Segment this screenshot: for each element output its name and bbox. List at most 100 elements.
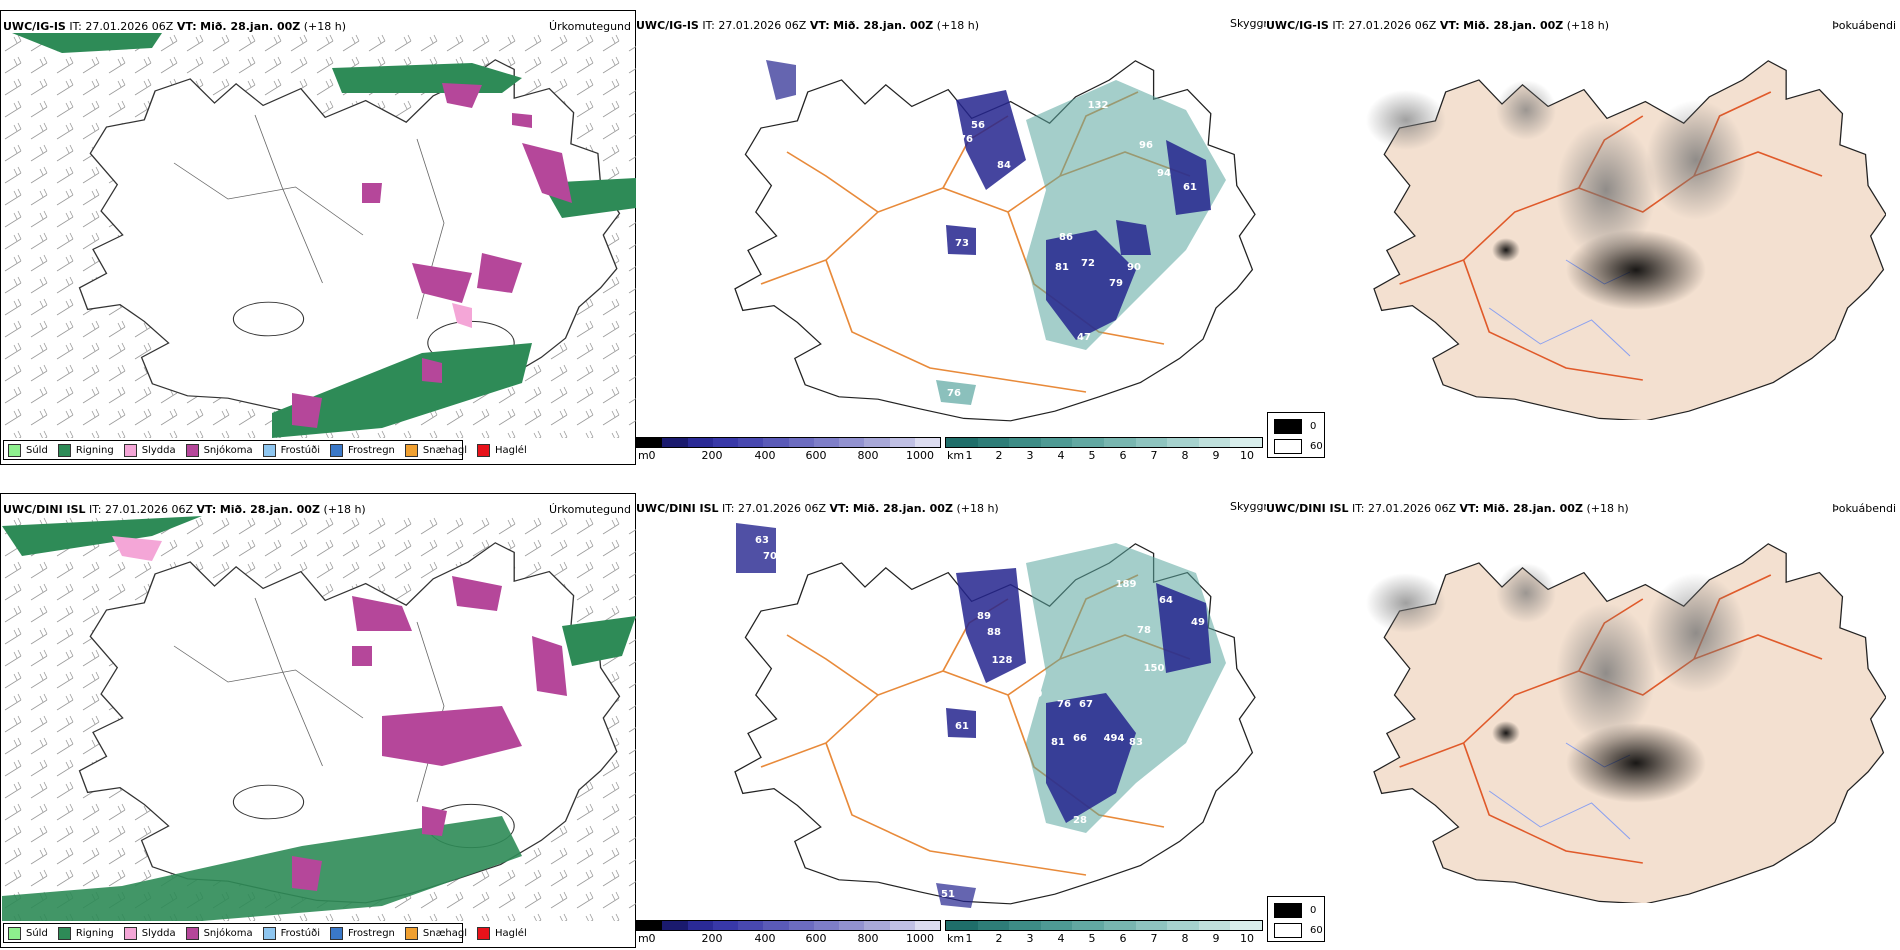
valid-time-label: VT: [829,502,850,515]
vis-color-step [946,438,978,447]
vis-value: 94 [1157,168,1171,179]
vis-value: 89 [977,611,991,622]
vis-tick: 5 [1088,932,1096,945]
legend-item-hail: Haglél [477,926,527,940]
height-color-step [662,921,688,930]
height-color-step [738,438,764,447]
height-tick: 0 [648,932,656,945]
vis-value: 73 [955,238,969,249]
panel-header: UWC/DINI ISL IT: 27.01.2026 06Z VT: Mið.… [1266,502,1629,515]
vis-unit: km [947,449,965,462]
vis-color-step [1009,438,1041,447]
height-tick: 800 [857,932,879,945]
visibility-colorbar-ticks: km 1 2 3 4 5 6 7 8 9 10 [945,931,1263,945]
valid-time: Mið. 28.jan. 00Z [219,503,320,516]
height-color-step [687,438,713,447]
legend-item-snow: Snjókoma [185,926,253,940]
legend-swatch [477,926,491,940]
vis-tick: 3 [1026,449,1034,462]
vis-tick: 4 [1057,449,1065,462]
cloud-legend-row: 0 [1274,419,1316,434]
height-color-step [889,438,915,447]
init-time: IT: 27.01.2026 06Z [69,20,174,33]
vis-value: 76 [959,134,973,145]
legend-swatch [262,926,276,940]
precip-type-map [2,33,636,438]
height-color-step [788,438,814,447]
vis-tick: 9 [1212,932,1220,945]
legend-swatch [57,443,71,457]
height-tick: 1000 [906,449,934,462]
model-name: UWC/IG-IS [3,20,66,33]
height-tick: 1000 [906,932,934,945]
legend-swatch [8,443,21,457]
height-color-step [864,438,890,447]
legend-item-hail: Haglél [477,443,527,457]
height-unit: m [638,932,649,945]
fog-spot [1492,238,1520,262]
model-name: UWC/DINI ISL [1266,502,1349,515]
height-color-step [662,438,688,447]
panel-header: UWC/IG-IS IT: 27.01.2026 06Z VT: Mið. 28… [1266,19,1609,32]
vis-value: 84 [997,160,1011,171]
vis-tick: 8 [1181,932,1189,945]
height-color-step [763,921,789,930]
fog-panel-bottom: UWC/DINI ISL IT: 27.01.2026 06Z VT: Mið.… [1266,493,1900,948]
vis-color-step [1198,438,1231,447]
height-color-step [687,921,713,930]
visibility-values: 63 70 89 88 128 61 76 81 66 494 83 28 18… [755,535,1205,900]
legend-item-drizzle: Súld [8,443,48,457]
visibility-values: 56 76 84 137 73 86 81 72 90 79 47 132 96… [947,100,1197,399]
legend-item-sleet: Slydda [123,443,176,457]
vis-tick: 2 [995,449,1003,462]
legend-swatch [404,926,418,940]
legend-item-freezing-rain: Frostregn [330,926,395,940]
panel-title: Skyggni [1230,500,1274,513]
fog-spot [1492,721,1520,745]
vis-tick: 3 [1026,932,1034,945]
visibility-shading [766,60,1226,405]
precip-legend: Súld Rigning Slydda Snjókoma Frostúði Fr… [3,440,527,460]
vis-value: 79 [1109,278,1123,289]
vis-color-step [1135,921,1168,930]
visibility-colorbar-swatches [945,437,1263,448]
valid-time: Mið. 28.jan. 00Z [852,502,953,515]
height-tick: 400 [754,449,776,462]
height-color-step [712,921,738,930]
vis-value: 137 [998,187,1019,198]
model-name: UWC/IG-IS [636,19,699,32]
cloud-swatch [1274,439,1302,454]
init-time: IT: 27.01.2026 06Z [722,502,827,515]
vis-value: 90 [1127,262,1141,273]
vis-color-step [1230,921,1262,930]
vis-tick: 6 [1119,932,1127,945]
valid-time-label: VT: [196,503,217,516]
legend-item-freezing-drizzle: Frostúði [262,926,320,940]
height-color-step [637,921,663,930]
vis-color-step [977,438,1010,447]
valid-time: Mið. 28.jan. 00Z [1463,19,1564,32]
legend-swatch [404,443,418,457]
vis-tick: 1 [965,932,973,945]
panel-header: UWC/DINI ISL IT: 27.01.2026 06Z VT: Mið.… [3,503,366,516]
vis-value: 86 [1059,232,1073,243]
height-color-step [864,921,890,930]
height-color-step [914,921,940,930]
height-color-step [637,438,663,447]
vis-value: 64 [1159,595,1173,606]
height-color-step [839,438,865,447]
vis-color-step [1167,438,1199,447]
legend-swatch [185,926,199,940]
legend-swatch [330,443,343,457]
legend-item-freezing-rain: Frostregn [330,443,395,457]
valid-time-label: VT: [809,19,830,32]
fog-map [1366,543,1886,903]
vis-value: 128 [992,655,1013,666]
height-colorbar-swatches [636,920,941,931]
cloud-swatch [1274,923,1302,938]
vis-tick: 4 [1057,932,1065,945]
vis-color-step [1198,921,1231,930]
legend-swatch [185,443,199,457]
precip-areas [2,516,636,921]
lead-time: (+18 h) [956,502,999,515]
